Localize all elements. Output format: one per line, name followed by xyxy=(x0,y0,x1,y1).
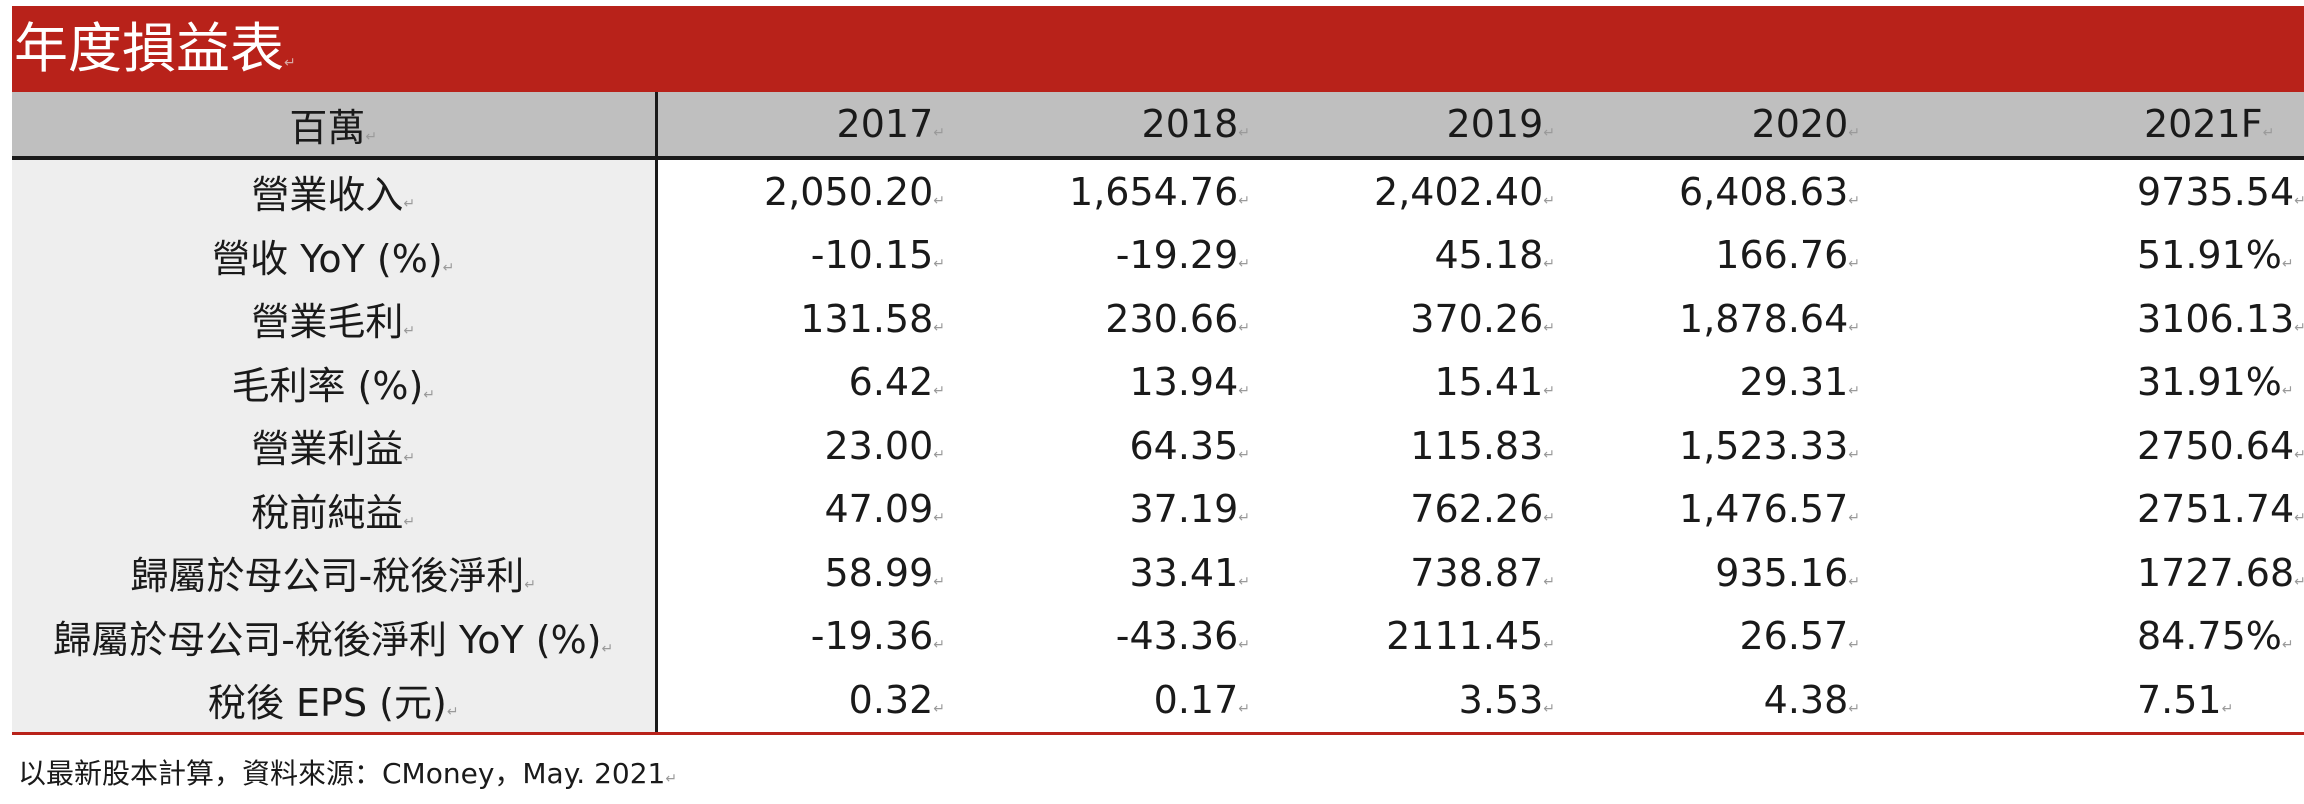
table-row: 營業毛利↵ 131.58↵ 230.66↵ 370.26↵ 1,878.64↵ … xyxy=(12,287,2304,351)
table-cell: 762.26↵ xyxy=(1410,487,1555,532)
table-cell: 1,878.64↵ xyxy=(1679,296,1860,341)
table-cell: 51.91%↵ xyxy=(2137,233,2294,278)
unit-header: 百萬↵ xyxy=(12,92,658,160)
row-label: 稅前純益↵ xyxy=(12,477,658,541)
header-row: 百萬↵ 2017↵ 2018↵ 2019↵ 2020↵ 2021F↵ xyxy=(12,92,2304,160)
table-cell: -19.36↵ xyxy=(810,614,945,659)
table-cell: 2,050.20↵ xyxy=(764,169,945,214)
row-label: 營收 YoY (%)↵ xyxy=(12,223,658,287)
table-cell: 4.38↵ xyxy=(1571,668,1876,735)
table-cell: 33.41↵ xyxy=(1129,550,1250,595)
table-title: 年度損益表 xyxy=(14,17,284,80)
table-cell: 2750.64↵ xyxy=(2137,423,2304,468)
row-label: 營業收入↵ xyxy=(12,158,658,224)
row-label: 毛利率 (%)↵ xyxy=(12,350,658,414)
table-cell: 1,523.33↵ xyxy=(1679,423,1860,468)
table-cell: 2111.45↵ xyxy=(1386,614,1555,659)
row-label: 稅後 EPS (元)↵ xyxy=(12,668,658,735)
table-row: 稅後 EPS (元)↵ 0.32↵ 0.17↵ 3.53↵ 4.38↵ 7.51… xyxy=(12,668,2304,735)
year-header: 2019↵ xyxy=(1266,92,1571,160)
row-label: 歸屬於母公司-稅後淨利 YoY (%)↵ xyxy=(12,604,658,668)
table-cell: 64.35↵ xyxy=(1129,423,1250,468)
table-cell: 45.18↵ xyxy=(1434,233,1555,278)
table-cell: 7.51↵ xyxy=(1876,668,2304,735)
table-cell: 13.94↵ xyxy=(1129,360,1250,405)
table-row: 營收 YoY (%)↵ -10.15↵ -19.29↵ 45.18↵ 166.7… xyxy=(12,223,2304,287)
table-cell: -19.29↵ xyxy=(1115,233,1250,278)
table-row: 歸屬於母公司-稅後淨利↵ 58.99↵ 33.41↵ 738.87↵ 935.1… xyxy=(12,541,2304,605)
table-cell: 47.09↵ xyxy=(824,487,945,532)
table-row: 營業收入↵ 2,050.20↵ 1,654.76↵ 2,402.40↵ 6,40… xyxy=(12,158,2304,224)
year-header: 2020↵ xyxy=(1571,92,1876,160)
table-cell: 84.75%↵ xyxy=(2137,614,2294,659)
year-header: 2017↵ xyxy=(656,92,961,160)
table-row: 歸屬於母公司-稅後淨利 YoY (%)↵ -19.36↵ -43.36↵ 211… xyxy=(12,604,2304,668)
table-cell: 738.87↵ xyxy=(1410,550,1555,595)
title-bar: 年度損益表↵ xyxy=(12,6,2304,92)
row-label: 營業利益↵ xyxy=(12,414,658,478)
year-header: 2021F↵ xyxy=(1876,92,2304,160)
table-cell: 6.42↵ xyxy=(848,360,945,405)
table-row: 營業利益↵ 23.00↵ 64.35↵ 115.83↵ 1,523.33↵ 27… xyxy=(12,414,2304,478)
table-cell: 3106.13↵ xyxy=(2137,296,2304,341)
table-cell: 1,476.57↵ xyxy=(1679,487,1860,532)
table-cell: 166.76↵ xyxy=(1715,233,1860,278)
top-strip xyxy=(0,0,2304,6)
table-cell: 15.41↵ xyxy=(1434,360,1555,405)
source-footnote: 以最新股本計算，資料來源：CMoney，May. 2021↵ xyxy=(18,757,678,790)
table-cell: 31.91%↵ xyxy=(2137,360,2294,405)
table-cell: 58.99↵ xyxy=(824,550,945,595)
table-cell: 0.32↵ xyxy=(656,668,961,735)
table-cell: 0.17↵ xyxy=(961,668,1266,735)
table-cell: 131.58↵ xyxy=(800,296,945,341)
year-header: 2018↵ xyxy=(961,92,1266,160)
table-cell: 230.66↵ xyxy=(1105,296,1250,341)
table-cell: -10.15↵ xyxy=(810,233,945,278)
income-statement-table: 百萬↵ 2017↵ 2018↵ 2019↵ 2020↵ 2021F↵ 營業收入↵… xyxy=(12,92,2304,735)
row-label: 營業毛利↵ xyxy=(12,287,658,351)
table-cell: -43.36↵ xyxy=(1115,614,1250,659)
paragraph-mark-icon: ↵ xyxy=(284,55,296,71)
row-label: 歸屬於母公司-稅後淨利↵ xyxy=(12,541,658,605)
table-cell: 115.83↵ xyxy=(1410,423,1555,468)
table-cell: 29.31↵ xyxy=(1739,360,1860,405)
table-cell: 1,654.76↵ xyxy=(1069,169,1250,214)
table-cell: 2,402.40↵ xyxy=(1374,169,1555,214)
table-cell: 23.00↵ xyxy=(824,423,945,468)
table-cell: 9735.54↵ xyxy=(2137,169,2304,214)
table-cell: 26.57↵ xyxy=(1739,614,1860,659)
table-cell: 370.26↵ xyxy=(1410,296,1555,341)
table-cell: 1727.68↵ xyxy=(2137,550,2304,595)
table-cell: 37.19↵ xyxy=(1129,487,1250,532)
table-row: 稅前純益↵ 47.09↵ 37.19↵ 762.26↵ 1,476.57↵ 27… xyxy=(12,477,2304,541)
table-cell: 2751.74↵ xyxy=(2137,487,2304,532)
table-cell: 3.53↵ xyxy=(1266,668,1571,735)
table-cell: 6,408.63↵ xyxy=(1679,169,1860,214)
table-row: 毛利率 (%)↵ 6.42↵ 13.94↵ 15.41↵ 29.31↵ 31.9… xyxy=(12,350,2304,414)
table-cell: 935.16↵ xyxy=(1715,550,1860,595)
